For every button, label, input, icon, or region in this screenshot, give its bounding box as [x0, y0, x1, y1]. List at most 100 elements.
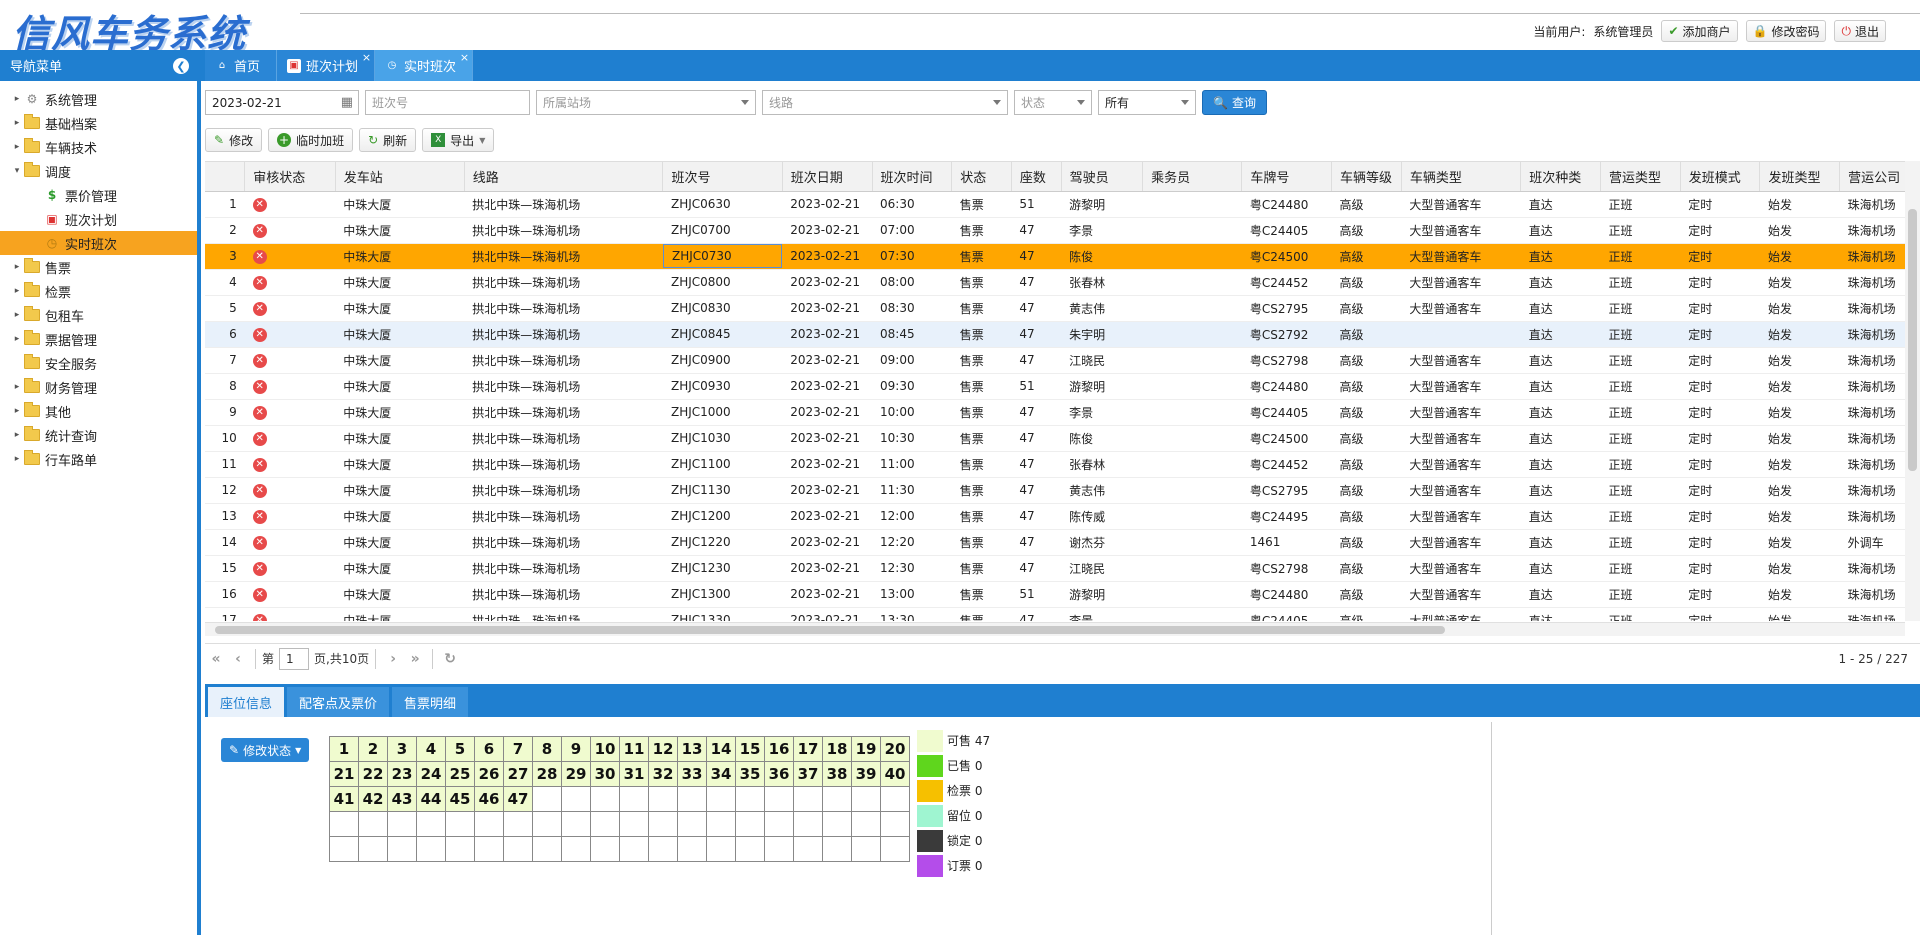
table-cell[interactable]: 售票 [951, 321, 1012, 348]
table-cell[interactable]: 粤C24452 [1241, 269, 1332, 296]
table-cell[interactable]: 大型普通客车 [1401, 191, 1521, 218]
table-cell[interactable] [1142, 321, 1242, 348]
column-header[interactable]: 审核状态 [244, 162, 336, 192]
column-header[interactable]: 车牌号 [1241, 162, 1333, 192]
table-cell[interactable]: 大型普通客车 [1401, 503, 1521, 530]
table-cell[interactable]: 正班 [1600, 347, 1681, 374]
table-cell[interactable]: 始发 [1759, 399, 1840, 426]
table-cell[interactable]: 拱北中珠—珠海机场 [464, 581, 663, 608]
prev-page-icon[interactable]: ‹ [235, 650, 241, 667]
table-cell[interactable]: 拱北中珠—珠海机场 [464, 243, 663, 270]
table-cell[interactable]: 直达 [1520, 243, 1601, 270]
caret-down-icon[interactable]: ▾ [14, 166, 20, 176]
table-cell[interactable]: ZHJC0800 [662, 269, 783, 296]
table-cell[interactable]: 11:00 [872, 451, 952, 478]
table-cell[interactable]: 正班 [1600, 373, 1681, 400]
horizontal-scroll-thumb[interactable] [215, 626, 1445, 634]
horizontal-scrollbar[interactable] [205, 622, 1905, 636]
table-cell[interactable]: 定时 [1680, 373, 1760, 400]
row-number[interactable]: 7 [205, 347, 245, 374]
tab[interactable]: ▣ 班次计划 × [277, 50, 376, 81]
seat[interactable]: 38 [822, 761, 852, 787]
table-cell[interactable]: 售票 [951, 529, 1012, 556]
table-cell[interactable]: 游黎明 [1061, 191, 1143, 218]
type-select[interactable]: 所有 [1098, 90, 1196, 115]
table-cell[interactable]: 12:00 [872, 503, 952, 530]
table-cell[interactable]: ZHJC1200 [662, 503, 783, 530]
table-cell[interactable]: 正班 [1600, 295, 1681, 322]
seat[interactable]: 41 [329, 786, 359, 812]
table-cell[interactable]: 高级 [1331, 295, 1402, 322]
seat[interactable]: 32 [648, 761, 678, 787]
seat[interactable]: 36 [764, 761, 794, 787]
table-cell[interactable]: 中珠大厦 [335, 607, 465, 621]
table-cell[interactable]: 直达 [1520, 451, 1601, 478]
table-cell[interactable]: 拱北中珠—珠海机场 [464, 477, 663, 504]
table-cell[interactable]: 高级 [1331, 477, 1402, 504]
table-cell[interactable]: 中珠大厦 [335, 529, 465, 556]
seat[interactable]: 30 [590, 761, 620, 787]
table-cell[interactable]: 08:45 [872, 321, 952, 348]
table-row[interactable]: 13 ✕ 中珠大厦 拱北中珠—珠海机场 ZHJC1200 2023-02-21 12:00 售… [205, 503, 1920, 530]
table-cell[interactable] [1142, 529, 1242, 556]
table-cell[interactable]: ZHJC1330 [662, 607, 783, 621]
table-cell[interactable]: 高级 [1331, 269, 1402, 296]
caret-right-icon[interactable]: ▸ [14, 262, 20, 272]
sidebar-item[interactable]: ▸ 基础档案 [0, 111, 197, 135]
table-cell[interactable]: 正班 [1600, 243, 1681, 270]
column-header[interactable]: 座数 [1011, 162, 1062, 192]
caret-right-icon[interactable]: ▸ [14, 454, 20, 464]
table-cell[interactable]: 47 [1011, 425, 1062, 452]
table-cell[interactable]: 谢杰芬 [1061, 529, 1143, 556]
table-cell[interactable]: 粤C24480 [1241, 373, 1332, 400]
column-header[interactable]: 班次种类 [1520, 162, 1601, 192]
table-cell[interactable]: 51 [1011, 373, 1062, 400]
table-cell[interactable]: 47 [1011, 217, 1062, 244]
table-cell[interactable]: 06:30 [872, 191, 952, 218]
table-cell[interactable]: 2023-02-21 [782, 347, 873, 374]
table-cell[interactable]: 拱北中珠—珠海机场 [464, 425, 663, 452]
table-cell[interactable] [1142, 451, 1242, 478]
audit-status-cell[interactable]: ✕ [244, 321, 336, 348]
table-cell[interactable]: 定时 [1680, 581, 1760, 608]
row-number[interactable]: 14 [205, 529, 245, 556]
table-row[interactable]: 15 ✕ 中珠大厦 拱北中珠—珠海机场 ZHJC1230 2023-02-21 12:30 售… [205, 555, 1920, 582]
table-cell[interactable]: 大型普通客车 [1401, 477, 1521, 504]
table-cell[interactable]: 直达 [1520, 399, 1601, 426]
column-header[interactable]: 班次时间 [872, 162, 953, 192]
audit-status-cell[interactable]: ✕ [244, 269, 336, 296]
table-cell[interactable]: 2023-02-21 [782, 243, 873, 270]
table-cell[interactable]: 始发 [1759, 321, 1840, 348]
seat[interactable]: 39 [851, 761, 881, 787]
table-cell[interactable] [1142, 295, 1242, 322]
table-row[interactable]: 8 ✕ 中珠大厦 拱北中珠—珠海机场 ZHJC0930 2023-02-21 09:30 售票… [205, 373, 1920, 400]
table-row[interactable]: 5 ✕ 中珠大厦 拱北中珠—珠海机场 ZHJC0830 2023-02-21 08:30 售票… [205, 295, 1920, 322]
table-cell[interactable]: 始发 [1759, 295, 1840, 322]
seat[interactable]: 16 [764, 736, 794, 762]
table-cell[interactable]: 正班 [1600, 581, 1681, 608]
table-cell[interactable]: 大型普通客车 [1401, 243, 1521, 270]
table-cell[interactable]: 中珠大厦 [335, 295, 465, 322]
table-cell[interactable] [1401, 321, 1521, 348]
table-row[interactable]: 17 ✕ 中珠大厦 拱北中珠—珠海机场 ZHJC1330 2023-02-21 13:30 售… [205, 607, 1920, 621]
table-cell[interactable]: 47 [1011, 269, 1062, 296]
table-row[interactable]: 6 ✕ 中珠大厦 拱北中珠—珠海机场 ZHJC0845 2023-02-21 08:45 售票… [205, 321, 1920, 348]
table-cell[interactable]: 始发 [1759, 451, 1840, 478]
column-header[interactable]: 状态 [951, 162, 1012, 192]
table-cell[interactable]: 陈传威 [1061, 503, 1143, 530]
table-cell[interactable]: 高级 [1331, 425, 1402, 452]
table-row[interactable]: 2 ✕ 中珠大厦 拱北中珠—珠海机场 ZHJC0700 2023-02-21 07:00 售票… [205, 217, 1920, 244]
caret-right-icon[interactable]: ▸ [14, 334, 20, 344]
caret-right-icon[interactable]: ▸ [14, 382, 20, 392]
audit-status-cell[interactable]: ✕ [244, 295, 336, 322]
detail-tab[interactable]: 售票明细 [392, 687, 469, 717]
seat[interactable]: 9 [561, 736, 591, 762]
table-cell[interactable]: 始发 [1759, 191, 1840, 218]
table-cell[interactable]: 始发 [1759, 503, 1840, 530]
seat[interactable]: 31 [619, 761, 649, 787]
table-cell[interactable]: 粤C24480 [1241, 581, 1332, 608]
table-cell[interactable]: 中珠大厦 [335, 191, 465, 218]
table-cell[interactable]: ZHJC1220 [662, 529, 783, 556]
table-cell[interactable]: 13:00 [872, 581, 952, 608]
row-number[interactable]: 13 [205, 503, 245, 530]
